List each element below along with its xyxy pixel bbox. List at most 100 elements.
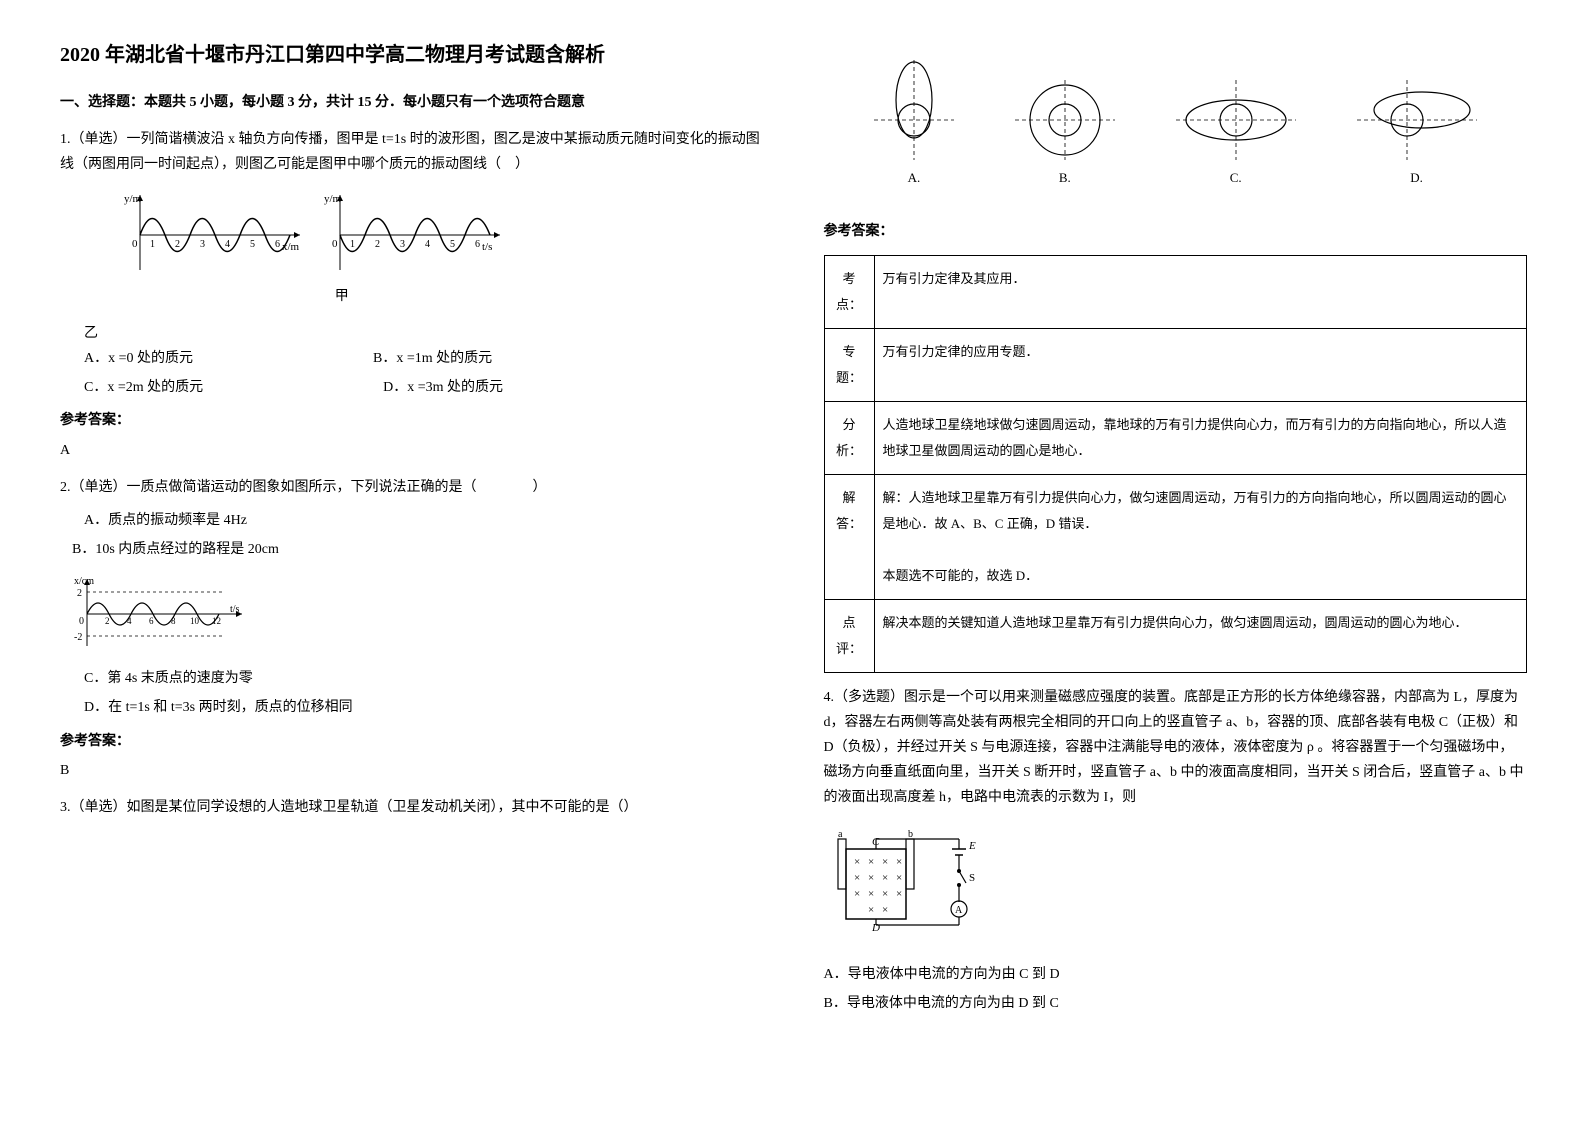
q4-option-b: B．导电液体中电流的方向为由 D 到 C [824, 991, 1528, 1016]
svg-text:×: × [868, 904, 874, 916]
svg-text:4: 4 [425, 239, 430, 250]
svg-text:×: × [854, 888, 860, 900]
svg-text:2: 2 [105, 616, 110, 626]
document-title: 2020 年湖北省十堰市丹江口第四中学高二物理月考试题含解析 [60, 40, 764, 70]
question-4: 4.（多选题）图示是一个可以用来测量磁感应强度的装置。底部是正方形的长方体绝缘容… [824, 685, 1528, 1017]
svg-text:6: 6 [149, 616, 154, 626]
svg-text:4: 4 [225, 239, 230, 250]
svg-text:×: × [854, 856, 860, 868]
svg-text:x/cm: x/cm [74, 576, 94, 587]
svg-text:3: 3 [400, 239, 405, 250]
table-label-fenxi: 分析： [824, 401, 874, 474]
svg-text:×: × [896, 888, 902, 900]
svg-text:0: 0 [79, 616, 84, 627]
q1-option-c: C．x =2m 处的质元 [84, 375, 203, 400]
table-row: 解答： 解：人造地球卫星靠万有引力提供向心力，做匀速圆周运动，万有引力的方向指向… [824, 474, 1527, 599]
svg-text:E: E [968, 840, 976, 852]
table-row: 考点： 万有引力定律及其应用． [824, 255, 1527, 328]
question-4-text: 4.（多选题）图示是一个可以用来测量磁感应强度的装置。底部是正方形的长方体绝缘容… [824, 685, 1528, 811]
q2-answer: B [60, 758, 764, 783]
table-label-dianping: 点评： [824, 599, 874, 672]
svg-text:3: 3 [200, 239, 205, 250]
table-content-jieda: 解：人造地球卫星靠万有引力提供向心力，做匀速圆周运动，万有引力的方向指向地心，所… [874, 474, 1527, 599]
orbit-d: D. [1357, 60, 1477, 189]
orbit-b-label: B. [1059, 166, 1071, 189]
table-content-fenxi: 人造地球卫星绕地球做匀速圆周运动，靠地球的万有引力提供向心力，而万有引力的方向指… [874, 401, 1527, 474]
q2-option-c: C．第 4s 末质点的速度为零 [84, 666, 764, 691]
table-label-kaodian: 考点： [824, 255, 874, 328]
svg-text:6: 6 [475, 239, 480, 250]
q1-option-b: B．x =1m 处的质元 [373, 346, 492, 371]
svg-text:x/m: x/m [282, 241, 300, 253]
table-row: 分析： 人造地球卫星绕地球做匀速圆周运动，靠地球的万有引力提供向心力，而万有引力… [824, 401, 1527, 474]
question-3: 3.（单选）如图是某位同学设想的人造地球卫星轨道（卫星发动机关闭），其中不可能的… [60, 795, 764, 820]
q1-wave-figure: y/m 0 1 2 3 4 5 6 x/m y/m 0 [60, 190, 764, 309]
q2-options: A．质点的振动频率是 4Hz [60, 508, 764, 533]
svg-text:A: A [955, 905, 963, 916]
svg-text:×: × [868, 888, 874, 900]
svg-text:5: 5 [450, 239, 455, 250]
svg-text:a: a [838, 829, 843, 840]
q3-answer-label: 参考答案： [824, 219, 1528, 244]
svg-text:×: × [896, 872, 902, 884]
table-content-kaodian: 万有引力定律及其应用． [874, 255, 1527, 328]
svg-text:1: 1 [150, 239, 155, 250]
svg-text:×: × [896, 856, 902, 868]
svg-text:t/s: t/s [482, 241, 492, 253]
svg-text:t/s: t/s [230, 604, 240, 615]
q2-answer-label: 参考答案： [60, 729, 764, 754]
q2-option-a: A．质点的振动频率是 4Hz [84, 508, 764, 533]
svg-text:×: × [854, 872, 860, 884]
answer-table: 考点： 万有引力定律及其应用． 专题： 万有引力定律的应用专题． 分析： 人造地… [824, 255, 1528, 673]
svg-text:S: S [969, 872, 975, 884]
svg-text:2: 2 [175, 239, 180, 250]
q2-shm-figure: x/cm 2 0 -2 2 4 6 8 10 12 t/s [60, 574, 764, 654]
svg-text:1: 1 [350, 239, 355, 250]
table-content-dianping: 解决本题的关键知道人造地球卫星靠万有引力提供向心力，做匀速圆周运动，圆周运动的圆… [874, 599, 1527, 672]
question-1-text: 1.（单选）一列简谐横波沿 x 轴负方向传播，图甲是 t=1s 时的波形图，图乙… [60, 127, 764, 177]
q1-answer: A [60, 438, 764, 463]
q2-option-b: B．10s 内质点经过的路程是 20cm [60, 537, 764, 562]
svg-text:0: 0 [132, 238, 138, 250]
svg-text:×: × [882, 888, 888, 900]
svg-text:12: 12 [212, 616, 221, 626]
orbit-b: B. [1015, 60, 1115, 189]
document-page: 2020 年湖北省十堰市丹江口第四中学高二物理月考试题含解析 一、选择题：本题共… [60, 40, 1527, 1028]
q2-options-cd: C．第 4s 末质点的速度为零 D．在 t=1s 和 t=3s 两时刻，质点的位… [60, 666, 764, 720]
svg-text:6: 6 [275, 239, 280, 250]
svg-text:2: 2 [77, 588, 82, 599]
question-2-text: 2.（单选）一质点做简谐运动的图象如图所示，下列说法正确的是（ ） [60, 475, 764, 500]
orbit-c-label: C. [1230, 166, 1242, 189]
orbit-a-label: A. [908, 166, 921, 189]
svg-text:×: × [882, 904, 888, 916]
q1-option-a: A．x =0 处的质元 [84, 346, 193, 371]
q1-caption-jia: 甲 [120, 284, 764, 309]
svg-text:2: 2 [375, 239, 380, 250]
orbit-c: C. [1176, 60, 1296, 189]
right-column: A. B. C. [824, 40, 1528, 1028]
svg-text:y/m: y/m [324, 193, 342, 205]
left-column: 2020 年湖北省十堰市丹江口第四中学高二物理月考试题含解析 一、选择题：本题共… [60, 40, 764, 1028]
svg-text:10: 10 [190, 616, 200, 626]
q1-option-d: D．x =3m 处的质元 [383, 375, 503, 400]
orbit-d-label: D. [1410, 166, 1423, 189]
q1-caption-yi: 乙 [60, 321, 764, 346]
table-content-zhuanti: 万有引力定律的应用专题． [874, 328, 1527, 401]
orbit-a: A. [874, 60, 954, 189]
svg-text:-2: -2 [74, 632, 82, 643]
table-label-jieda: 解答： [824, 474, 874, 599]
q2-option-d: D．在 t=1s 和 t=3s 两时刻，质点的位移相同 [84, 695, 764, 720]
q1-answer-label: 参考答案： [60, 408, 764, 433]
q4-circuit-figure: a b C D × × × × × × × × × × × [824, 827, 1528, 946]
orbit-figures: A. B. C. [824, 60, 1528, 189]
q4-option-a: A．导电液体中电流的方向为由 C 到 D [824, 962, 1528, 987]
svg-text:b: b [908, 829, 913, 840]
svg-text:8: 8 [171, 616, 176, 626]
question-2: 2.（单选）一质点做简谐运动的图象如图所示，下列说法正确的是（ ） A．质点的振… [60, 475, 764, 783]
q1-options: A．x =0 处的质元 B．x =1m 处的质元 C．x =2m 处的质元 D．… [60, 346, 764, 400]
table-row: 专题： 万有引力定律的应用专题． [824, 328, 1527, 401]
svg-text:4: 4 [127, 616, 132, 626]
svg-text:×: × [882, 872, 888, 884]
svg-text:×: × [868, 872, 874, 884]
ylabel-left: y/m [124, 193, 142, 205]
